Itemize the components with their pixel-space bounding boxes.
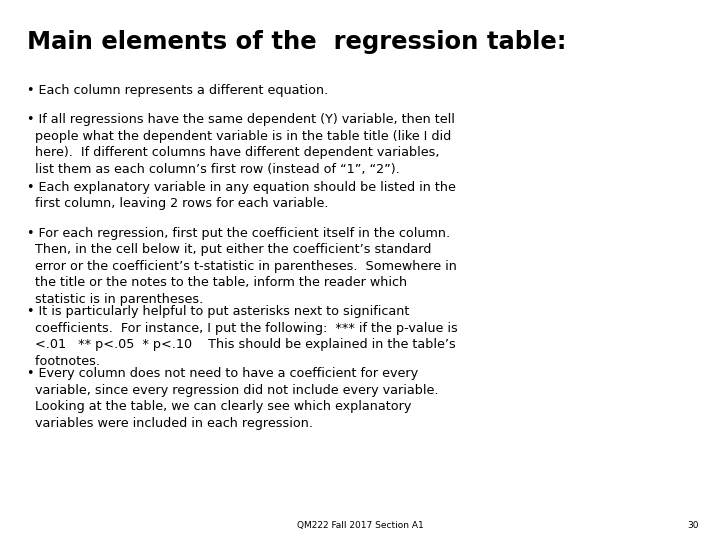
Text: Main elements of the  regression table:: Main elements of the regression table: [27, 30, 567, 53]
Text: QM222 Fall 2017 Section A1: QM222 Fall 2017 Section A1 [297, 521, 423, 530]
Text: • Every column does not need to have a coefficient for every
  variable, since e: • Every column does not need to have a c… [27, 367, 439, 430]
Text: • If all regressions have the same dependent (Y) variable, then tell
  people wh: • If all regressions have the same depen… [27, 113, 455, 176]
Text: • Each explanatory variable in any equation should be listed in the
  first colu: • Each explanatory variable in any equat… [27, 181, 456, 211]
Text: • Each column represents a different equation.: • Each column represents a different equ… [27, 84, 328, 97]
Text: • It is particularly helpful to put asterisks next to significant
  coefficients: • It is particularly helpful to put aste… [27, 305, 458, 368]
Text: 30: 30 [687, 521, 698, 530]
Text: • For each regression, first put the coefficient itself in the column.
  Then, i: • For each regression, first put the coe… [27, 227, 457, 306]
